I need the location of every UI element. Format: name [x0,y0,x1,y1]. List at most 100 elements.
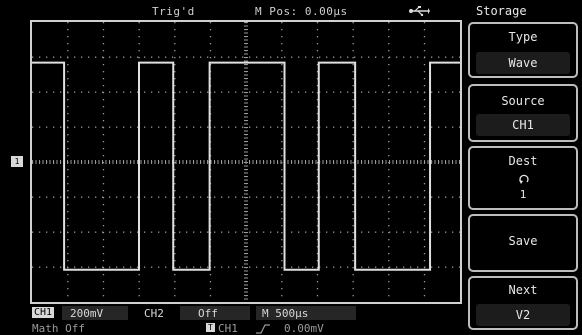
grid-dot [281,127,283,129]
grid-dot [174,78,176,80]
grid-dot [249,91,251,93]
grid-dot [179,56,181,58]
grid-dot [81,91,83,93]
grid-dot [221,126,223,128]
grid-dot [179,126,181,128]
grid-dot [423,78,426,80]
grid-dot [388,92,390,94]
menu-source-button[interactable]: Source CH1 [468,84,578,142]
grid-dot [32,266,34,268]
grid-dot [158,266,160,268]
grid-dot [209,281,212,283]
grid-dot [74,266,76,268]
grid-dot [102,50,105,52]
grid-dot [144,126,146,128]
center-tick [244,165,248,167]
grid-dot [263,266,265,268]
ch2-label[interactable]: CH2 [144,307,164,320]
grid-dot [423,183,426,185]
grid-dot [81,126,83,128]
grid-dot [67,169,69,171]
grid-dot [174,99,176,101]
grid-dot [424,266,426,268]
center-tick [252,160,254,164]
grid-dot [281,190,283,192]
menu-save-button[interactable]: Save [468,214,578,272]
grid-dot [209,36,212,38]
grid-dot [352,225,354,227]
grid-dot [284,56,286,58]
grid-dot [347,196,349,198]
grid-dot [102,64,105,66]
center-tick [144,160,145,164]
grid-dot [281,92,283,94]
center-tick [165,160,166,164]
grid-dot [214,56,216,58]
grid-dot [388,134,390,136]
grid-dot [352,29,354,31]
center-tick [179,160,180,164]
grid-dot [388,204,390,206]
grid-dot [102,196,104,198]
grid-dot [174,218,176,220]
waveform-display[interactable] [30,20,462,304]
grid-dot [438,91,440,93]
center-tick [244,106,248,107]
center-tick [231,160,233,164]
grid-dot [388,246,390,248]
grid-dot [174,85,176,87]
grid-dot [193,91,195,93]
grid-dot [375,231,377,233]
menu-next-button[interactable]: Next V2 [468,276,578,330]
grid-dot [256,266,258,268]
grid-dot [137,56,139,58]
ch1-offset-marker[interactable]: 1 [11,156,23,167]
grid-dot [74,196,76,198]
grid-dot [298,231,300,233]
grid-dot [368,126,370,128]
menu-next-value: V2 [476,304,570,326]
grid-dot [403,196,405,198]
ch1-badge[interactable]: CH1 [32,307,55,318]
grid-dot [352,288,354,290]
center-tick [270,160,271,164]
grid-dot [39,196,41,198]
grid-dot [352,232,354,234]
grid-dot [281,29,283,31]
grid-dot [102,71,105,73]
center-tick [459,160,460,164]
grid-dot [138,288,140,290]
grid-dot [209,43,212,45]
grid-dot [316,106,319,108]
grid-dot [281,239,283,241]
grid-dot [423,141,426,143]
grid-dot [312,231,314,233]
grid-dot [116,56,118,58]
grid-dot [423,239,426,241]
grid-dot [67,64,69,66]
grid-dot [423,43,426,45]
grid-dot [95,266,97,268]
grid-dot [242,196,244,198]
grid-dot [316,190,319,192]
grid-dot [423,85,426,87]
grid-dot [60,91,62,93]
grid-dot [298,126,300,128]
grid-dot [228,56,230,58]
grid-dot [174,36,176,38]
grid-dot [316,99,319,101]
grid-dot [388,190,390,192]
grid-dot [193,56,195,58]
center-tick [340,160,341,164]
grid-dot [410,126,412,128]
menu-dest-button[interactable]: Dest 1 [468,146,578,210]
grid-dot [270,196,272,198]
center-tick [266,160,268,164]
grid-dot [39,266,41,268]
grid-dot [32,231,34,233]
grid-dot [102,162,105,164]
menu-type-button[interactable]: Type Wave [468,22,578,78]
grid-dot [424,231,426,233]
center-tick [186,160,187,164]
grid-dot [417,91,419,93]
